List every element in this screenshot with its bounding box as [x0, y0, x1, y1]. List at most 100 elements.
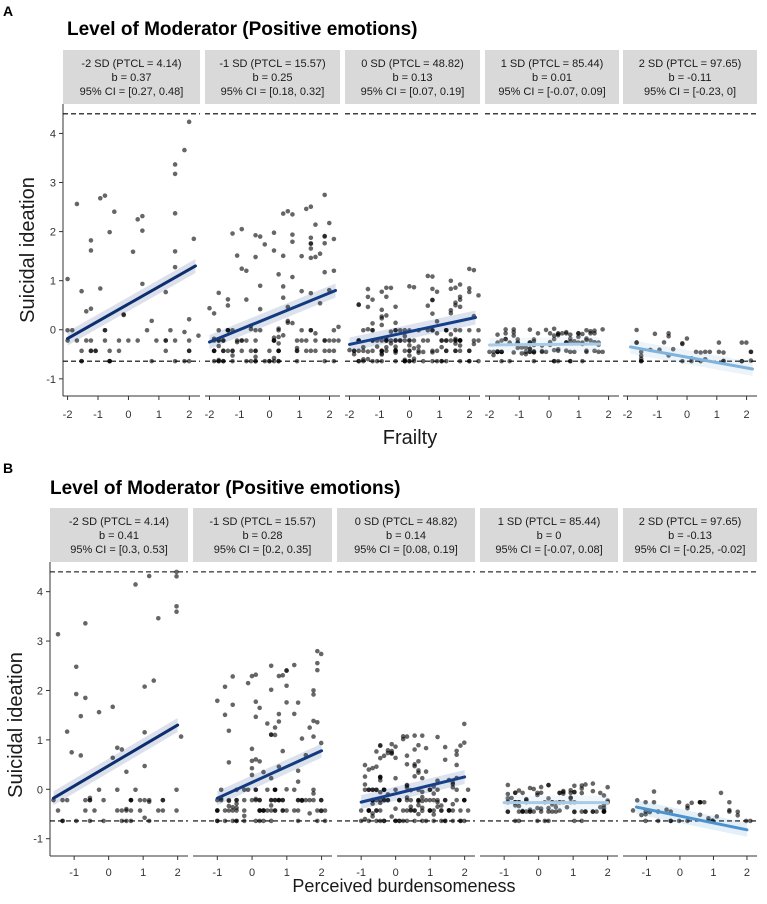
data-point — [634, 340, 639, 345]
data-point — [186, 338, 192, 343]
data-point — [559, 331, 565, 336]
data-point — [639, 812, 644, 818]
data-point — [73, 664, 79, 670]
data-point — [130, 249, 136, 255]
data-point — [453, 338, 458, 343]
data-point — [579, 790, 585, 796]
data-point — [211, 358, 217, 364]
data-point — [87, 818, 93, 824]
data-point — [457, 282, 463, 287]
facet-strip — [63, 50, 200, 104]
data-point — [79, 358, 84, 364]
data-point — [253, 354, 258, 360]
data-point — [69, 327, 75, 333]
data-point — [499, 349, 504, 355]
data-point — [102, 193, 108, 198]
data-point — [230, 804, 236, 810]
data-point — [241, 813, 247, 819]
data-point — [322, 808, 328, 813]
data-point — [249, 758, 255, 764]
data-point — [576, 331, 581, 336]
data-point — [146, 818, 152, 824]
data-point — [495, 349, 500, 355]
data-point — [419, 818, 425, 824]
data-point — [370, 348, 375, 354]
data-point — [135, 338, 140, 343]
data-point — [317, 301, 323, 306]
data-point — [311, 734, 316, 739]
data-point — [412, 747, 417, 752]
data-point — [487, 349, 492, 355]
data-point — [230, 348, 235, 354]
x-tick-label: 0 — [536, 867, 542, 879]
data-point — [280, 284, 286, 289]
data-point — [317, 251, 323, 257]
data-point — [253, 714, 259, 720]
data-point — [423, 745, 429, 751]
data-point — [114, 808, 120, 813]
data-point — [379, 348, 385, 354]
y-tick-label: 0 — [50, 325, 56, 337]
data-point — [370, 321, 375, 326]
facet-strip-label: b = 0.37 — [111, 72, 151, 84]
data-point — [315, 818, 320, 824]
data-point — [358, 808, 364, 813]
data-point — [55, 808, 61, 813]
x-tick-label: -1 — [652, 409, 662, 421]
data-point — [307, 725, 312, 730]
data-point — [78, 713, 84, 719]
data-point — [253, 254, 258, 260]
data-point — [453, 302, 458, 308]
data-point — [55, 632, 61, 637]
data-point — [361, 348, 366, 354]
x-tick-label: -2 — [485, 409, 495, 421]
data-point — [680, 340, 685, 346]
data-point — [404, 753, 410, 758]
data-point — [402, 358, 408, 364]
data-point — [685, 803, 690, 809]
data-point — [276, 797, 282, 803]
data-point — [299, 253, 304, 259]
data-point — [393, 755, 398, 761]
data-point — [280, 748, 286, 754]
data-point — [362, 774, 368, 779]
data-point — [531, 358, 537, 364]
x-tick-label: 1 — [710, 867, 716, 879]
facet-strip-label: 95% CI = [0.3, 0.53] — [70, 544, 168, 556]
data-point — [716, 340, 722, 345]
data-point — [553, 804, 559, 810]
data-point — [511, 350, 517, 355]
data-point — [318, 740, 324, 746]
data-point — [268, 663, 274, 669]
data-point — [268, 732, 274, 737]
data-point — [215, 808, 220, 813]
x-tick-label: 0 — [406, 409, 412, 421]
data-point — [419, 733, 425, 738]
data-point — [434, 331, 440, 336]
data-point — [107, 348, 112, 354]
data-point — [156, 808, 161, 813]
data-point — [93, 348, 98, 354]
data-point — [434, 348, 440, 354]
data-point — [362, 782, 368, 787]
data-point — [102, 338, 108, 343]
x-tick-label: -2 — [623, 409, 633, 421]
data-point — [257, 306, 263, 312]
data-point — [128, 818, 134, 824]
data-point — [78, 753, 84, 758]
data-point — [419, 775, 425, 781]
data-point — [397, 338, 403, 343]
data-point — [583, 809, 588, 814]
data-point — [458, 818, 463, 824]
data-point — [234, 339, 240, 345]
data-point — [416, 811, 421, 817]
data-point — [592, 348, 597, 354]
data-point — [253, 338, 258, 343]
data-point — [457, 337, 463, 343]
data-point — [416, 770, 421, 775]
data-point — [315, 667, 320, 673]
data-point — [156, 615, 161, 621]
data-point — [257, 705, 262, 711]
data-point — [257, 759, 262, 764]
data-point — [124, 818, 129, 824]
